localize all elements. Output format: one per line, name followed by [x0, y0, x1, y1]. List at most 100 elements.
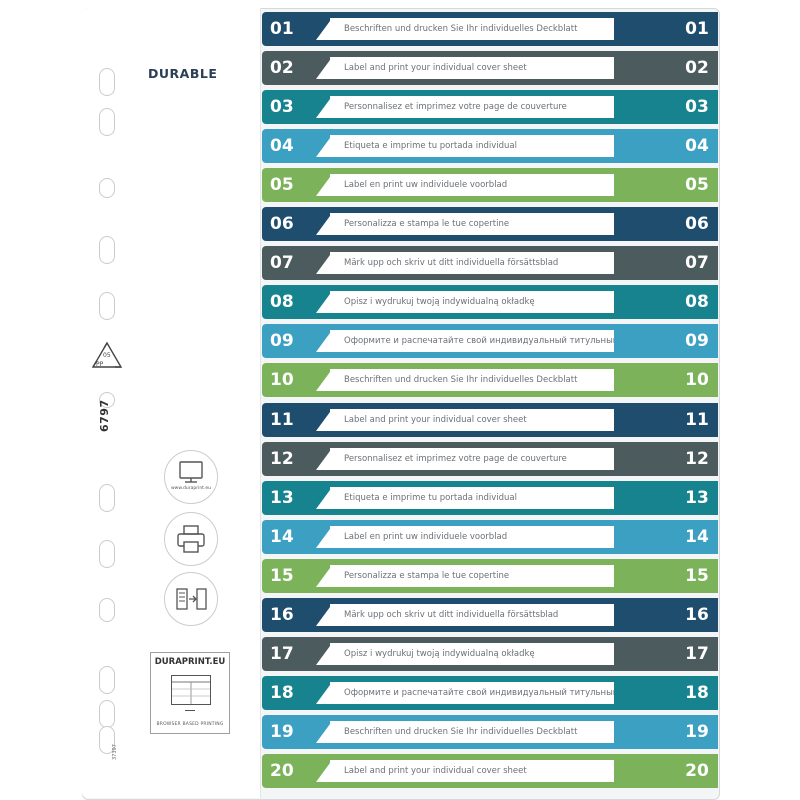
- index-tab-04[interactable]: [614, 129, 718, 163]
- index-tab-02[interactable]: [614, 51, 718, 85]
- index-tab-10[interactable]: [614, 363, 718, 397]
- number-shape: [266, 487, 330, 509]
- label-field[interactable]: [330, 643, 674, 665]
- index-tab-number: 10: [685, 370, 709, 390]
- tab-description: Label and print your individual cover sh…: [344, 415, 527, 425]
- tab-row-09[interactable]: 09 Оформите и распечатайте свой индивидуа…: [262, 324, 678, 358]
- label-field[interactable]: [330, 174, 674, 196]
- index-tab-14[interactable]: [614, 520, 718, 554]
- label-field[interactable]: [330, 526, 674, 548]
- tab-row-04[interactable]: 04 Etiqueta e imprime tu portada individu…: [262, 129, 678, 163]
- screen-stand: [185, 705, 195, 711]
- index-tab-number: 04: [685, 136, 709, 156]
- tab-row-06[interactable]: 06 Personalizza e stampa le tue copertine: [262, 207, 678, 241]
- tab-number-label: 18: [270, 683, 294, 703]
- tab-number-label: 13: [270, 488, 294, 508]
- number-shape: [266, 760, 330, 782]
- tab-row-11[interactable]: 11 Label and print your individual cover …: [262, 403, 678, 437]
- index-tab-number: 11: [685, 410, 709, 430]
- recycle-code: 05: [103, 352, 111, 359]
- tab-description: Beschriften und drucken Sie Ihr individu…: [344, 727, 578, 737]
- index-tab-number: 08: [685, 292, 709, 312]
- index-tab-number: 03: [685, 97, 709, 117]
- label-field[interactable]: [330, 487, 674, 509]
- tab-row-14[interactable]: 14 Label en print uw individuele voorblad: [262, 520, 678, 554]
- tab-row-20[interactable]: 20 Label and print your individual cover …: [262, 754, 678, 788]
- tab-row-13[interactable]: 13 Etiqueta e imprime tu portada individu…: [262, 481, 678, 515]
- label-field[interactable]: [330, 213, 674, 235]
- monitor-icon: [179, 461, 203, 483]
- index-tab-number: 06: [685, 214, 709, 234]
- brand-name: DURABLE: [148, 66, 218, 81]
- tab-row-01[interactable]: 01 Beschriften und drucken Sie Ihr indivi…: [262, 12, 678, 46]
- tab-row-07[interactable]: 07 Märk upp och skriv ut ditt individuell…: [262, 246, 678, 280]
- index-tab-19[interactable]: [614, 715, 718, 749]
- tab-number-label: 17: [270, 644, 294, 664]
- tab-row-02[interactable]: 02 Label and print your individual cover …: [262, 51, 678, 85]
- label-field[interactable]: [330, 252, 674, 274]
- tab-row-15[interactable]: 15 Personalizza e stampa le tue copertine: [262, 559, 678, 593]
- tab-row-05[interactable]: 05 Label en print uw individuele voorblad: [262, 168, 678, 202]
- printer-icon: [177, 525, 205, 553]
- index-tab-03[interactable]: [614, 90, 718, 124]
- duraprint-box: DURAPRINT.EU BROWSER BASED PRINTING: [150, 652, 230, 734]
- tab-description: Beschriften und drucken Sie Ihr individu…: [344, 24, 578, 34]
- tab-row-10[interactable]: 10 Beschriften und drucken Sie Ihr indivi…: [262, 363, 678, 397]
- punch-hole: [99, 68, 115, 96]
- label-field[interactable]: [330, 96, 674, 118]
- label-field[interactable]: [330, 721, 674, 743]
- label-field[interactable]: [330, 57, 674, 79]
- label-field[interactable]: [330, 135, 674, 157]
- index-tab-number: 18: [685, 683, 709, 703]
- index-tab-18[interactable]: [614, 676, 718, 710]
- tab-row-19[interactable]: 19 Beschriften und drucken Sie Ihr indivi…: [262, 715, 678, 749]
- tab-row-12[interactable]: 12 Personnalisez et imprimez votre page d…: [262, 442, 678, 476]
- label-field[interactable]: [330, 682, 674, 704]
- number-shape: [266, 721, 330, 743]
- index-tab-05[interactable]: [614, 168, 718, 202]
- index-tab-01[interactable]: [614, 12, 718, 46]
- number-shape: [266, 213, 330, 235]
- index-tab-11[interactable]: [614, 403, 718, 437]
- tab-number-label: 02: [270, 58, 294, 78]
- index-tab-15[interactable]: [614, 559, 718, 593]
- tab-number-label: 16: [270, 605, 294, 625]
- number-shape: [266, 57, 330, 79]
- tab-row-17[interactable]: 17 Opisz i wydrukuj twoją indywidualną ok…: [262, 637, 678, 671]
- label-field[interactable]: [330, 18, 674, 40]
- index-tab-07[interactable]: [614, 246, 718, 280]
- index-tab-17[interactable]: [614, 637, 718, 671]
- tab-number-label: 11: [270, 410, 294, 430]
- tab-number-label: 15: [270, 566, 294, 586]
- index-tab-13[interactable]: [614, 481, 718, 515]
- tab-row-18[interactable]: 18 Оформите и распечатайте свой индивидуа…: [262, 676, 678, 710]
- index-tab-06[interactable]: [614, 207, 718, 241]
- number-shape: [266, 18, 330, 40]
- index-tab-20[interactable]: [614, 754, 718, 788]
- label-field[interactable]: [330, 760, 674, 782]
- tab-description: Opisz i wydrukuj twoją indywidualną okła…: [344, 297, 535, 307]
- tab-row-08[interactable]: 08 Opisz i wydrukuj twoją indywidualną ok…: [262, 285, 678, 319]
- tab-row-16[interactable]: 16 Märk upp och skriv ut ditt individuell…: [262, 598, 678, 632]
- label-field[interactable]: [330, 565, 674, 587]
- label-field[interactable]: [330, 409, 674, 431]
- number-shape: [266, 604, 330, 626]
- label-field[interactable]: [330, 448, 674, 470]
- index-tab-12[interactable]: [614, 442, 718, 476]
- number-shape: [266, 448, 330, 470]
- duraprint-subtitle: BROWSER BASED PRINTING: [156, 722, 224, 727]
- index-tab-08[interactable]: [614, 285, 718, 319]
- tab-number-label: 05: [270, 175, 294, 195]
- label-field[interactable]: [330, 330, 674, 352]
- label-field[interactable]: [330, 291, 674, 313]
- monitor-caption: www.duraprint.eu: [171, 486, 211, 491]
- index-tab-09[interactable]: [614, 324, 718, 358]
- tab-number-label: 14: [270, 527, 294, 547]
- index-tab-16[interactable]: [614, 598, 718, 632]
- tab-row-03[interactable]: 03 Personnalisez et imprimez votre page d…: [262, 90, 678, 124]
- number-shape: [266, 565, 330, 587]
- label-field[interactable]: [330, 369, 674, 391]
- tab-number-label: 19: [270, 722, 294, 742]
- label-field[interactable]: [330, 604, 674, 626]
- index-tab-number: 01: [685, 19, 709, 39]
